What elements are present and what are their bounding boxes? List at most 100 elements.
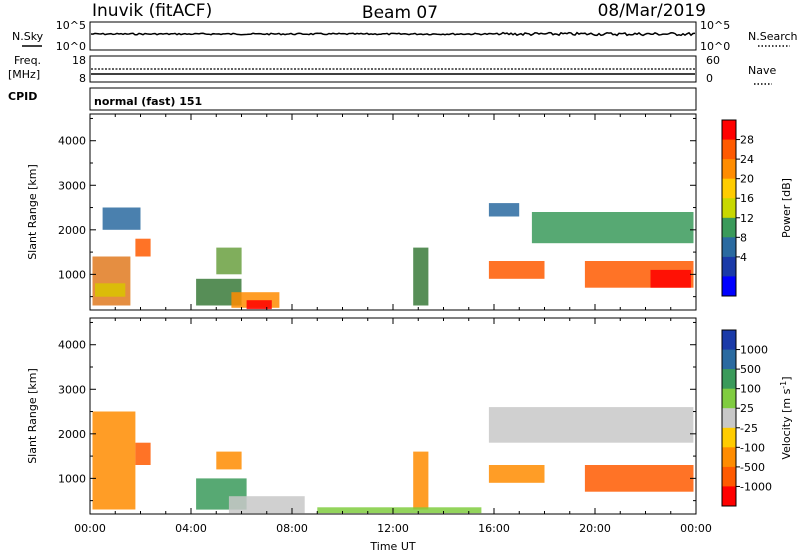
freq-tick-top: 18	[72, 54, 86, 67]
y-tick-label: 4000	[58, 339, 86, 352]
freq-unit: [MHz]	[8, 68, 40, 81]
echo-region	[92, 411, 136, 510]
velocity-panel: 1000 2000 3000 4000 00:00 04:00 08:00 12:00 16:…	[26, 317, 793, 553]
date-title: 08/Mar/2019	[598, 1, 706, 21]
y-tick-label: 3000	[58, 383, 86, 396]
beam-title: Beam 07	[362, 3, 438, 23]
echo-region	[488, 261, 545, 279]
colorbar-tick-label: 28	[740, 134, 754, 147]
colorbar-swatch	[722, 486, 736, 507]
colorbar-tick-label: -25	[740, 422, 758, 435]
colorbar-tick-label: 20	[740, 173, 754, 186]
colorbar-swatch	[722, 408, 736, 429]
x-tick-label: 04:00	[175, 522, 207, 535]
x-tick-label: 12:00	[377, 522, 409, 535]
velocity-y-label: Slant Range [km]	[26, 368, 39, 464]
nsky-tick-top: 10^5	[56, 19, 86, 32]
station-title: Inuvik (fitACF)	[92, 1, 212, 21]
colorbar-tick-label: -100	[740, 441, 765, 454]
y-tick-label: 4000	[58, 135, 86, 148]
x-tick-label: 08:00	[276, 522, 308, 535]
cpid-label: CPID	[8, 90, 37, 103]
colorbar-tick-label: 500	[740, 363, 761, 376]
colorbar-tick-label: 25	[740, 402, 754, 415]
nave-label: Nave	[748, 64, 776, 77]
colorbar-swatch	[722, 276, 736, 297]
nave-tick-bottom: 0	[706, 72, 713, 85]
colorbar-swatch	[722, 256, 736, 277]
cpid-panel-frame	[89, 87, 697, 111]
nsky-label: N.Sky	[12, 30, 44, 43]
power-y-label: Slant Range [km]	[26, 164, 39, 260]
colorbar-tick-label: 16	[740, 192, 754, 205]
colorbar-tick-label: -500	[740, 461, 765, 474]
colorbar-label: Velocity [m s-1]	[779, 376, 793, 459]
colorbar-swatch	[722, 178, 736, 199]
colorbar-tick-label: 8	[740, 231, 747, 244]
colorbar-swatch	[722, 447, 736, 468]
x-axis-label: Time UT	[369, 540, 415, 553]
echo-region	[531, 212, 694, 244]
y-tick-label: 2000	[58, 428, 86, 441]
cpid-value: normal (fast) 151	[94, 95, 202, 108]
y-tick-label: 1000	[58, 268, 86, 281]
nsky-panel-frame	[89, 21, 697, 51]
echo-region	[413, 247, 429, 306]
colorbar-swatch	[722, 217, 736, 238]
colorbar-frame	[721, 119, 737, 297]
colorbar-swatch	[722, 466, 736, 487]
echo-region	[135, 238, 151, 257]
freq-tick-bottom: 8	[79, 72, 86, 85]
echo-region	[95, 283, 126, 297]
colorbar-swatch	[722, 237, 736, 258]
colorbar-tick-label: 1000	[740, 344, 768, 357]
colorbar-swatch	[722, 198, 736, 219]
echo-region	[317, 507, 482, 514]
echo-region	[135, 442, 151, 465]
x-tick-label: 20:00	[579, 522, 611, 535]
colorbar-frame	[721, 329, 737, 507]
colorbar-swatch	[722, 388, 736, 409]
nsearch-tick-top: 10^5	[700, 19, 730, 32]
colorbar-label: Power [dB]	[780, 178, 793, 238]
colorbar-swatch	[722, 330, 736, 351]
colorbar-swatch	[722, 139, 736, 160]
colorbar-label-close: ]	[780, 376, 793, 380]
power-panel: 1000 2000 3000 4000 Slant Range [km] 28 24 20…	[26, 113, 793, 311]
x-tick-label: 00:00	[74, 522, 106, 535]
echo-region	[413, 451, 429, 510]
y-tick-label: 2000	[58, 224, 86, 237]
freq-label: Freq.	[14, 54, 41, 67]
echo-region	[488, 407, 694, 443]
nsky-trace	[90, 31, 696, 37]
echo-region	[584, 465, 694, 492]
nsearch-label: N.Search	[748, 30, 798, 43]
colorbar-tick-label: 4	[740, 251, 747, 264]
y-tick-label: 3000	[58, 179, 86, 192]
freq-panel-frame	[89, 55, 697, 83]
echo-region	[650, 269, 691, 288]
colorbar-label-superscript: -1	[779, 381, 788, 389]
echo-region	[102, 207, 141, 230]
colorbar-swatch	[722, 349, 736, 370]
echo-region	[92, 256, 131, 306]
echo-region	[228, 496, 305, 514]
echo-region	[246, 300, 272, 310]
nave-tick-top: 60	[706, 54, 720, 67]
colorbar-swatch	[722, 369, 736, 390]
y-tick-label: 1000	[58, 472, 86, 485]
nsearch-tick-bottom: 10^0	[700, 40, 730, 53]
colorbar-swatch	[722, 427, 736, 448]
x-tick-label: 16:00	[478, 522, 510, 535]
colorbar-tick-label: 24	[740, 153, 754, 166]
echo-region	[488, 203, 520, 217]
x-tick-label: 00:00	[680, 522, 712, 535]
colorbar-swatch	[722, 120, 736, 141]
colorbar-tick-label: 12	[740, 212, 754, 225]
echo-region	[488, 465, 545, 483]
colorbar-swatch	[722, 159, 736, 180]
colorbar-tick-label: -1000	[740, 480, 772, 493]
colorbar-tick-label: 100	[740, 383, 761, 396]
